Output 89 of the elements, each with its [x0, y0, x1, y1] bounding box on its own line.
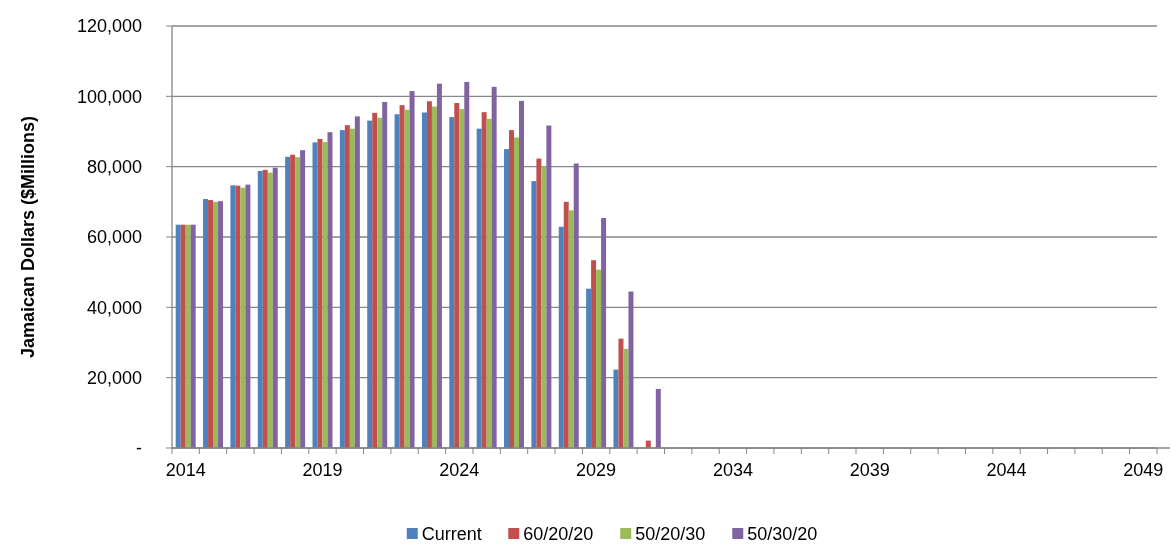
y-tick-label: - — [136, 438, 142, 459]
bar — [399, 105, 405, 448]
y-tick-label: 40,000 — [86, 297, 142, 318]
bar — [175, 224, 181, 448]
bar — [344, 125, 350, 448]
bar — [436, 83, 442, 448]
bar — [421, 112, 427, 448]
x-tick-label: 2014 — [165, 460, 206, 480]
bar — [327, 132, 333, 448]
bar — [180, 224, 186, 448]
bar — [322, 142, 328, 448]
bar — [208, 200, 214, 448]
y-tick-label: 60,000 — [86, 227, 142, 248]
y-tick-label: 20,000 — [86, 367, 142, 388]
bar — [601, 218, 607, 448]
bar — [185, 224, 191, 448]
bar — [491, 86, 497, 448]
bar — [596, 269, 602, 448]
bar — [262, 169, 268, 448]
bar — [354, 116, 360, 448]
bar — [563, 201, 569, 448]
bar — [285, 156, 291, 448]
x-tick-label: 2024 — [439, 460, 480, 480]
bar — [317, 138, 323, 448]
bar — [367, 120, 373, 448]
bar — [257, 170, 263, 448]
bar — [459, 108, 465, 448]
legend-label: 50/20/30 — [635, 524, 706, 545]
bar — [290, 154, 296, 448]
bar — [655, 388, 661, 448]
bar — [504, 149, 510, 448]
bar — [481, 112, 487, 448]
legend-label: 60/20/20 — [523, 524, 594, 545]
bar — [509, 130, 515, 448]
bar — [409, 91, 415, 448]
bar — [431, 106, 437, 448]
bar — [514, 137, 520, 448]
bar — [272, 167, 278, 448]
bar — [218, 201, 224, 448]
bar — [464, 81, 470, 448]
bar — [245, 184, 251, 448]
y-axis-title: Jamaican Dollars ($Millions) — [18, 115, 38, 359]
bar — [190, 224, 196, 448]
bar — [300, 150, 306, 448]
y-tick-label: 80,000 — [86, 156, 142, 177]
bar — [536, 158, 542, 448]
legend-label: 50/30/20 — [747, 524, 818, 545]
bar — [339, 130, 345, 448]
bar — [519, 100, 524, 448]
bar — [382, 101, 388, 448]
bar — [558, 226, 564, 448]
bar — [568, 210, 574, 448]
bar — [372, 112, 378, 448]
bar — [394, 114, 400, 448]
bar — [618, 338, 624, 448]
bar — [404, 109, 410, 448]
bar — [628, 291, 634, 448]
bar — [426, 101, 432, 448]
bar — [203, 199, 209, 448]
bar — [573, 163, 579, 448]
x-tick-label: 2034 — [712, 460, 753, 480]
bar — [623, 348, 629, 448]
bar — [295, 157, 301, 448]
x-tick-label: 2049 — [1123, 460, 1164, 480]
x-tick-label: 2039 — [849, 460, 890, 480]
bar — [349, 128, 355, 448]
bar — [586, 288, 592, 448]
bar — [312, 142, 318, 448]
bar — [377, 117, 383, 448]
bar — [454, 103, 460, 448]
x-tick-label: 2019 — [302, 460, 343, 480]
bar — [213, 201, 219, 448]
bar — [235, 185, 241, 448]
bar — [230, 185, 236, 448]
bar — [531, 181, 537, 448]
x-tick-label: 2044 — [986, 460, 1027, 480]
bar — [267, 172, 273, 448]
bar — [546, 125, 552, 448]
x-tick-label: 2029 — [576, 460, 617, 480]
bar — [449, 117, 455, 448]
bar — [476, 128, 482, 448]
legend-label: Current — [421, 524, 482, 545]
y-tick-label: 100,000 — [76, 86, 142, 107]
bar — [240, 187, 246, 448]
bar — [486, 118, 492, 448]
bar — [541, 166, 547, 448]
bar — [613, 369, 619, 448]
y-tick-label: 120,000 — [76, 16, 142, 37]
bar — [591, 260, 597, 448]
